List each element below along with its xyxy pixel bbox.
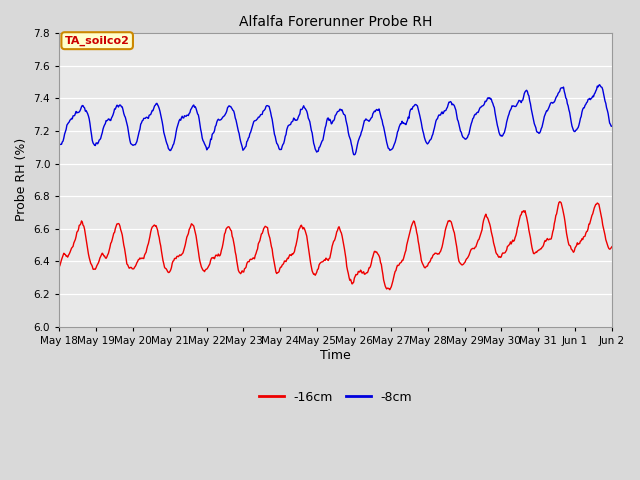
X-axis label: Time: Time <box>320 348 351 361</box>
Title: Alfalfa Forerunner Probe RH: Alfalfa Forerunner Probe RH <box>239 15 432 29</box>
Y-axis label: Probe RH (%): Probe RH (%) <box>15 138 28 221</box>
Text: TA_soilco2: TA_soilco2 <box>65 36 130 46</box>
Legend: -16cm, -8cm: -16cm, -8cm <box>254 385 417 408</box>
